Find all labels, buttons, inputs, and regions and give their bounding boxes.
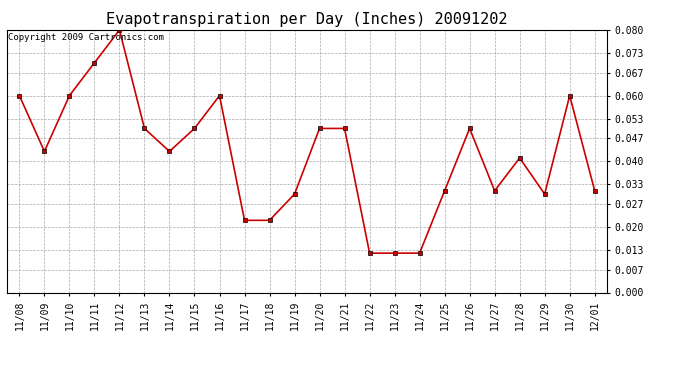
Text: Copyright 2009 Cartronics.com: Copyright 2009 Cartronics.com [8,33,164,42]
Title: Evapotranspiration per Day (Inches) 20091202: Evapotranspiration per Day (Inches) 2009… [106,12,508,27]
